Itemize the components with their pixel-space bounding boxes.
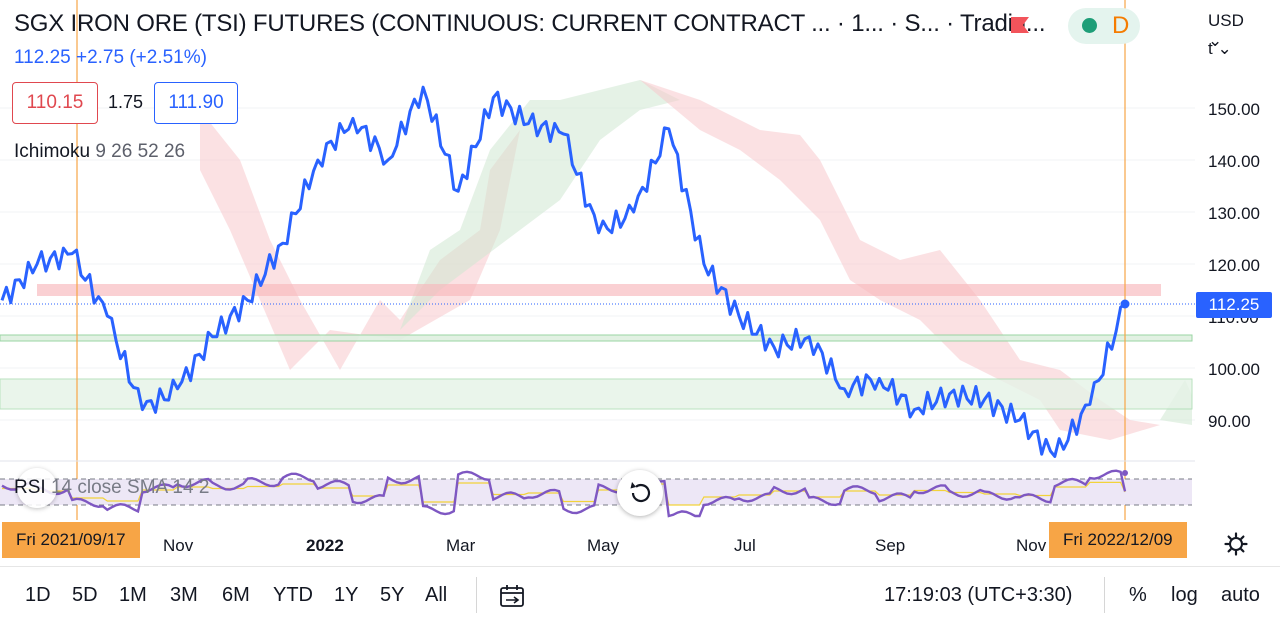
x-tick-label: Mar [446,536,476,555]
current-price: 112.25 [14,47,71,68]
range-1d-button[interactable]: 1D [25,584,51,606]
reset-icon [630,482,651,503]
range-3m-button[interactable]: 3M [170,584,198,606]
x-tick-label: May [587,536,620,555]
last-price-tag: 112.25 [1196,292,1272,318]
range-all-button[interactable]: All [425,584,448,606]
y-tick-label: 100.00 [1208,360,1260,379]
rsi-pane-handle[interactable] [17,468,57,508]
unit-select[interactable]: t ⌄ [1208,39,1232,58]
crosshair-date-start: Fri 2021/09/17 [2,522,140,558]
range-ytd-button[interactable]: YTD [273,584,313,606]
flag-icon[interactable] [1010,14,1030,36]
log-scale-button[interactable]: log [1171,584,1198,606]
toolbar-divider [476,577,477,613]
ichimoku-name: Ichimoku [14,141,91,162]
rsi-params: 14 close SMA 14 2 [50,477,210,498]
percent-scale-button[interactable]: % [1129,584,1147,606]
price-series-line [0,85,1126,458]
x-tick-label: Sep [875,536,906,555]
symbol-title[interactable]: SGX IRON ORE (TSI) FUTURES (CONTINUOUS: … [14,10,1046,37]
bottom-toolbar: 1D 5D 1M 3M 6M YTD 1Y 5Y All 17:19:03 (U… [0,566,1280,624]
toolbar-divider [1104,577,1105,613]
sell-price-button[interactable]: 110.15 [12,82,98,124]
crosshair-date-end: Fri 2022/12/09 [1049,522,1187,558]
x-tick-label: Jul [734,536,756,555]
price-change: +2.75 (+2.51%) [75,47,207,68]
x-tick-label: Nov [163,536,194,555]
session-clock[interactable]: 17:19:03 (UTC+3:30) [884,584,1073,606]
ichimoku-params: 9 26 52 26 [95,141,186,162]
y-tick-label: 140.00 [1208,152,1260,171]
auto-scale-button[interactable]: auto [1221,584,1260,606]
support-band [0,378,1193,410]
rsi-legend[interactable]: RSI 14 close SMA 14 2 [14,477,209,499]
rsi-name: RSI [14,477,46,498]
range-5d-button[interactable]: 5D [72,584,98,606]
range-1y-button[interactable]: 1Y [334,584,359,606]
range-5y-button[interactable]: 5Y [380,584,405,606]
bullish-cloud [400,80,680,330]
gear-icon[interactable] [1224,532,1248,556]
market-open-dot [1082,18,1097,33]
currency-select[interactable]: USD ⌄ [1208,11,1244,50]
last-price-marker [1120,299,1130,309]
range-1m-button[interactable]: 1M [119,584,147,606]
x-tick-label: 2022 [306,536,344,555]
x-tick-label: Nov [1016,536,1047,555]
rsi-last-marker [1122,470,1128,476]
buy-price-button[interactable]: 111.90 [154,82,238,124]
compare-icon[interactable] [498,582,526,610]
price-chart[interactable] [0,0,1195,520]
y-tick-label: 150.00 [1208,100,1260,119]
crosshair [76,0,1126,520]
price-bands [0,284,1193,410]
resistance-band [37,284,1161,296]
range-6m-button[interactable]: 6M [222,584,250,606]
y-tick-label: 120.00 [1208,256,1260,275]
rsi-line [1,469,1127,518]
support-band [0,334,1193,342]
market-status-pill[interactable]: D [1068,8,1140,44]
bearish-cloud [200,110,520,370]
spread-value: 1.75 [108,92,144,112]
y-tick-label: 90.00 [1208,412,1251,431]
data-delay-badge: D [1112,12,1130,39]
bearish-cloud [640,80,1160,440]
price-summary: 112.25 +2.75 (+2.51%) [14,47,207,69]
grid [0,107,1195,421]
reset-chart-button[interactable] [617,470,663,516]
ichimoku-legend[interactable]: Ichimoku 9 26 52 26 [14,141,185,163]
y-tick-label: 130.00 [1208,204,1260,223]
